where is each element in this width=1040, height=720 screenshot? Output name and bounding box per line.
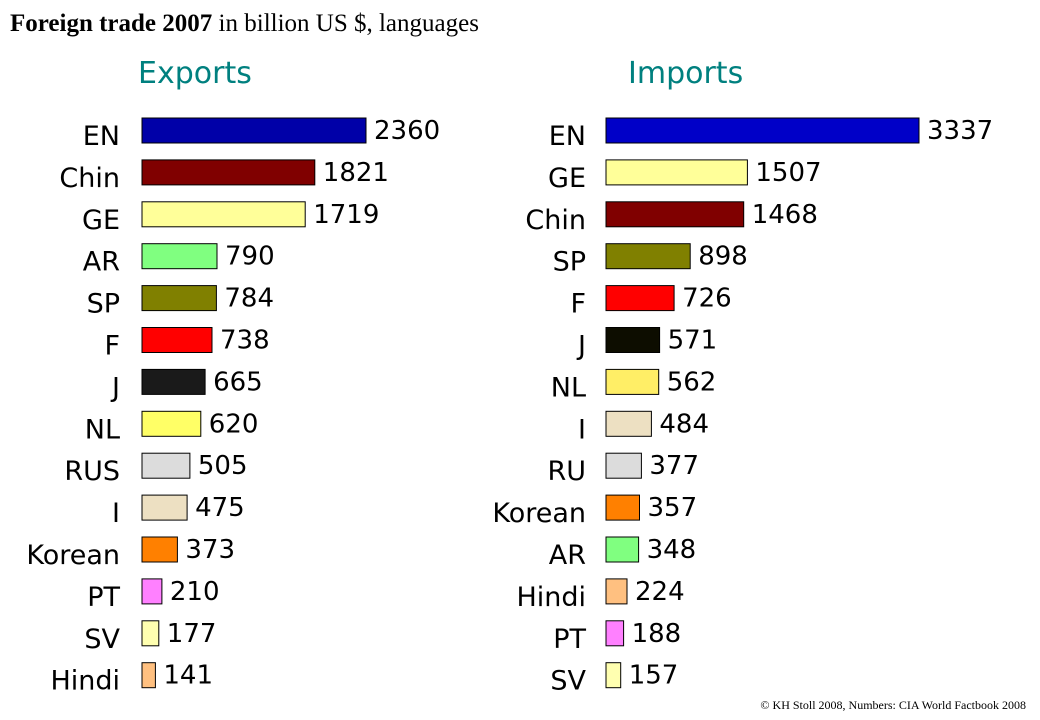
exports-bar [141,620,160,647]
imports-category-label: SV [550,666,586,697]
exports-value-label: 210 [170,577,220,607]
imports-value-label: 224 [635,577,685,607]
exports-bar [141,201,306,228]
imports-category-label: J [576,331,586,362]
imports-category-label: I [578,414,586,445]
imports-value-label: 1507 [755,158,821,188]
exports-bar [141,243,218,270]
exports-value-label: 790 [225,242,275,272]
title-rest: in billion US $, languages [212,10,479,37]
imports-bar [605,117,920,144]
exports-value-label: 784 [224,284,274,314]
exports-category-label: SP [87,289,120,320]
imports-bar [605,536,640,563]
exports-bar [141,494,188,521]
exports-category-label: SV [84,624,120,655]
imports-category-label: AR [549,540,586,571]
exports-value-label: 1719 [313,200,379,230]
exports-value-label: 373 [185,535,235,565]
imports-value-label: 188 [632,619,682,649]
imports-bar [605,452,642,479]
exports-category-label: EN [83,121,120,152]
exports-category-label: J [110,372,120,403]
exports-category-label: PT [87,582,120,613]
imports-category-label: Korean [492,498,586,529]
imports-bar [605,368,660,395]
imports-bar [605,662,622,689]
exports-category-label: I [112,498,120,529]
imports-category-label: Hindi [516,582,586,613]
imports-value-label: 898 [698,242,748,272]
exports-category-label: F [104,331,120,362]
exports-category-label: AR [83,247,120,278]
imports-value-label: 726 [682,284,732,314]
exports-panel: Exports EN 2360 Chin 1821 GE 1719 AR 790 SP 784 F 73… [26,56,440,697]
exports-value-label: 2360 [374,116,440,146]
exports-bar [141,410,202,437]
imports-category-label: Chin [525,205,586,236]
exports-bar [141,662,156,689]
exports-category-label: RUS [64,456,120,487]
imports-panel: Imports EN 3337 GE 1507 Chin 1468 SP 898 F 726 J 571… [492,56,993,697]
imports-value-label: 377 [649,451,699,481]
imports-value-label: 348 [647,535,697,565]
imports-value-label: 562 [667,367,717,397]
exports-value-label: 1821 [323,158,389,188]
imports-category-label: EN [549,121,586,152]
exports-value-label: 620 [209,409,259,439]
imports-category-label: F [570,289,586,320]
source-footer: © KH Stoll 2008, Numbers: CIA World Fact… [760,698,1026,712]
title-bold: Foreign trade 2007 [10,10,213,37]
imports-bar [605,410,652,437]
imports-bar [605,494,640,521]
imports-bar [605,159,748,186]
exports-bar [141,578,163,605]
imports-category-label: SP [553,247,586,278]
exports-title: Exports [138,56,252,91]
exports-bar [141,368,206,395]
imports-value-label: 1468 [752,200,818,230]
imports-title: Imports [628,56,743,91]
imports-value-label: 157 [629,661,679,691]
imports-bar [605,243,691,270]
exports-category-label: Korean [26,540,120,571]
exports-bar [141,285,217,312]
exports-bar [141,117,367,144]
exports-value-label: 738 [220,326,270,356]
exports-category-label: Hindi [50,666,120,697]
imports-bar [605,578,628,605]
exports-bar [141,159,316,186]
imports-bar [605,620,625,647]
imports-category-label: RU [547,456,586,487]
exports-value-label: 475 [195,493,245,523]
imports-value-label: 357 [648,493,698,523]
exports-bar [141,536,178,563]
imports-value-label: 571 [668,326,718,356]
imports-bar [605,327,661,353]
exports-value-label: 505 [198,451,248,481]
exports-value-label: 141 [163,661,213,691]
page-title: Foreign trade 2007 in billion US $, lang… [10,10,479,38]
exports-bar [141,452,191,479]
imports-value-label: 484 [659,409,709,439]
imports-bar [605,201,745,228]
imports-bar [605,285,675,312]
exports-value-label: 177 [167,619,217,649]
exports-category-label: Chin [59,163,120,194]
exports-bar [141,327,213,353]
exports-category-label: NL [85,414,120,445]
imports-category-label: PT [553,624,586,655]
exports-value-label: 665 [213,367,263,397]
exports-category-label: GE [82,205,120,236]
imports-value-label: 3337 [927,116,993,146]
imports-category-label: GE [548,163,586,194]
imports-category-label: NL [551,372,586,403]
